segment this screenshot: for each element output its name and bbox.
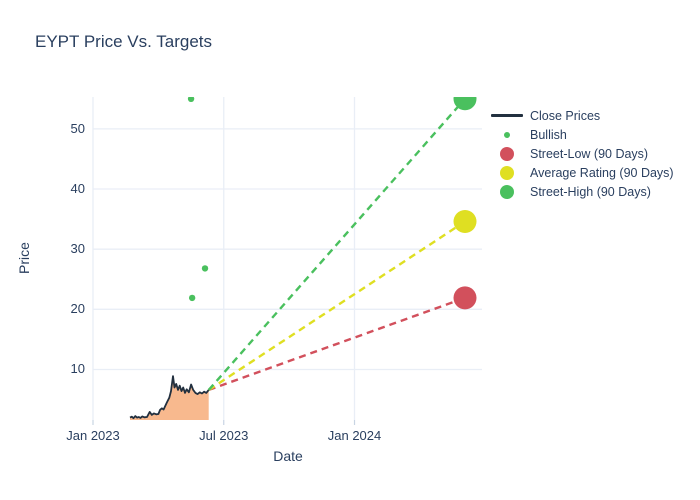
target-dot-average-rating-days[interactable] [453, 210, 477, 234]
x-tick-label: Jan 2023 [66, 428, 120, 443]
legend-item-close-prices[interactable]: Close Prices [489, 106, 674, 125]
projection-line-average-rating-days [208, 220, 466, 391]
average-rating-dot-icon [489, 165, 525, 180]
bullish-dot-icon [489, 131, 525, 138]
projection-line-street-low-days [208, 296, 466, 392]
target-dot-street-low-days[interactable] [453, 286, 477, 310]
x-axis-title: Date [273, 448, 303, 464]
legend-marker-swatch [504, 131, 510, 138]
chart-title: EYPT Price Vs. Targets [35, 32, 212, 51]
y-tick-label: 10 [70, 361, 85, 377]
close-price-line[interactable] [129, 375, 210, 420]
legend-marker-swatch [500, 184, 514, 199]
legend-marker-swatch [500, 146, 514, 161]
bullish-dot-bullish[interactable] [188, 294, 196, 302]
street-low-dot-icon [489, 146, 525, 161]
legend-marker-swatch [500, 165, 514, 180]
street-high-dot-icon [489, 184, 525, 199]
y-tick-label: 40 [70, 181, 85, 197]
legend-item-street-low[interactable]: Street-Low (90 Days) [489, 144, 674, 163]
projection-line-street-high-days [207, 98, 466, 391]
target-dot-street-high-days[interactable] [453, 87, 477, 111]
legend-marker-swatch [491, 114, 523, 117]
legend-label: Average Rating (90 Days) [530, 165, 674, 180]
legend-label: Street-Low (90 Days) [530, 146, 649, 161]
close-prices-line-icon [489, 114, 525, 117]
y-tick-label: 30 [70, 241, 85, 257]
legend-item-average-rating[interactable]: Average Rating (90 Days) [489, 163, 674, 182]
legend-label: Street-High (90 Days) [530, 184, 651, 199]
x-tick-label: Jul 2023 [199, 428, 249, 443]
legend-label: Close Prices [530, 108, 601, 123]
bullish-dot-bullish[interactable] [201, 265, 209, 272]
y-tick-label: 20 [70, 301, 85, 317]
y-tick-label: 50 [70, 120, 85, 136]
x-tick-label: Jan 2024 [327, 428, 382, 443]
legend-item-street-high[interactable]: Street-High (90 Days) [489, 182, 674, 201]
legend-label: Bullish [530, 127, 567, 142]
bullish-dot-bullish[interactable] [187, 96, 195, 103]
y-axis-title: Price [16, 242, 32, 274]
legend: Close Prices Bullish Street-Low (90 Days… [489, 106, 674, 201]
legend-item-bullish[interactable]: Bullish [489, 125, 674, 144]
